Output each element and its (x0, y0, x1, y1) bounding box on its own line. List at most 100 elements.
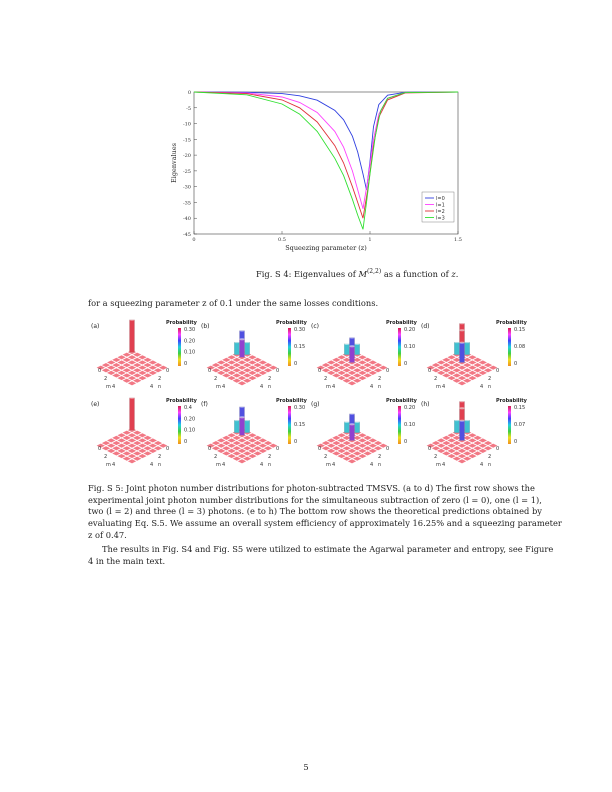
grid-tile (232, 446, 241, 451)
colorbar (288, 328, 291, 366)
grid-tile (337, 443, 346, 448)
colorbar-tick-label: 0.4 (184, 405, 192, 411)
colorbar-tick-label: 0 (184, 361, 187, 367)
grid-tile (117, 355, 126, 360)
grid-tile (457, 459, 467, 464)
grid-tile (122, 446, 131, 451)
grid-tile (373, 368, 383, 373)
grid-tile (112, 441, 121, 446)
grid-tile (237, 443, 247, 448)
grid-tile (373, 363, 383, 368)
grid-tile (133, 441, 142, 446)
grid-tile (368, 448, 377, 453)
grid-tile (112, 446, 121, 451)
grid-tile (148, 443, 157, 448)
grid-tile (353, 451, 362, 456)
grid-tile (337, 454, 346, 459)
panel-label: (b) (201, 323, 210, 330)
grid-tile (431, 446, 441, 451)
grid-tile (138, 448, 147, 453)
colorbar-tick-label: 0.20 (184, 338, 195, 344)
grid-tile (122, 378, 131, 383)
probability-bar (459, 420, 465, 441)
grid-tile (112, 357, 121, 362)
grid-tile (332, 357, 341, 362)
colorbar-title: Probability (276, 398, 308, 404)
grid-tile (347, 443, 357, 448)
grid-tile (442, 363, 451, 368)
colorbar (398, 328, 401, 366)
grid-tile (342, 456, 351, 461)
grid-tile (243, 363, 252, 368)
grid-tile (447, 443, 456, 448)
grid-tile (227, 376, 236, 381)
m-tick-label: 0 (208, 446, 211, 452)
grid-tile (332, 435, 341, 440)
grid-tile (463, 373, 472, 378)
grid-tile (483, 368, 493, 373)
probability-bar (354, 421, 360, 433)
grid-tile (321, 368, 331, 373)
n-tick-label: 0 (386, 446, 389, 452)
grid-tile (153, 363, 163, 368)
grid-tile (463, 435, 472, 440)
grid-tile (263, 441, 273, 446)
grid-tile (353, 441, 362, 446)
grid-tile (468, 355, 477, 360)
fig5-caption-line: Fig. S 5: Joint photon number distributi… (88, 483, 535, 493)
grid-tile (337, 376, 346, 381)
m-axis-label: m (216, 384, 221, 390)
grid-tile (217, 438, 226, 443)
grid-tile (468, 376, 477, 381)
probability-bar (464, 341, 470, 355)
fig5-caption-line: evaluating Eq. S.5. We assume an overall… (88, 518, 562, 529)
n-tick-label: 2 (268, 376, 271, 382)
grid-tile (232, 368, 241, 373)
n-tick-label: 4 (150, 384, 153, 390)
paragraph-2-line: The results in Fig. S4 and Fig. S5 were … (102, 544, 554, 554)
grid-tile (337, 355, 346, 360)
grid-tile (332, 373, 341, 378)
m-tick-label: 4 (332, 462, 335, 468)
grid-tile (148, 438, 157, 443)
colorbar-tick-label: 0.15 (514, 405, 525, 411)
n-tick-label: 0 (276, 368, 279, 374)
n-tick-label: 0 (496, 368, 499, 374)
grid-tile (222, 368, 231, 373)
grid-tile (153, 446, 163, 451)
grid-tile (138, 454, 147, 459)
grid-tile (127, 376, 137, 381)
grid-tile (133, 456, 142, 461)
grid-tile (358, 438, 367, 443)
grid-tile (248, 443, 257, 448)
grid-tile (332, 446, 341, 451)
grid-tile (222, 363, 231, 368)
n-axis-label: n (378, 462, 381, 468)
grid-tile (122, 373, 131, 378)
n-tick-label: 0 (496, 446, 499, 452)
m-tick-label: 4 (222, 384, 225, 390)
y-tick-label: -10 (183, 122, 191, 128)
grid-tile (107, 360, 116, 365)
grid-tile (253, 446, 262, 451)
grid-tile (227, 355, 236, 360)
colorbar-tick-label: 0 (514, 439, 517, 445)
grid-tile (243, 451, 252, 456)
m-tick-label: 2 (104, 454, 107, 460)
n-tick-label: 0 (276, 446, 279, 452)
grid-tile (222, 373, 231, 378)
grid-tile (437, 360, 446, 365)
grid-tile (457, 443, 467, 448)
grid-tile (101, 446, 111, 451)
grid-tile (117, 370, 126, 375)
probability-bar (234, 341, 240, 355)
grid-tile (347, 376, 357, 381)
paragraph-1: for a squeezing parameter z of 0.1 under… (88, 298, 379, 308)
grid-tile (263, 446, 273, 451)
grid-tile (217, 443, 226, 448)
grid-tile (442, 373, 451, 378)
n-axis-label: n (488, 384, 491, 390)
